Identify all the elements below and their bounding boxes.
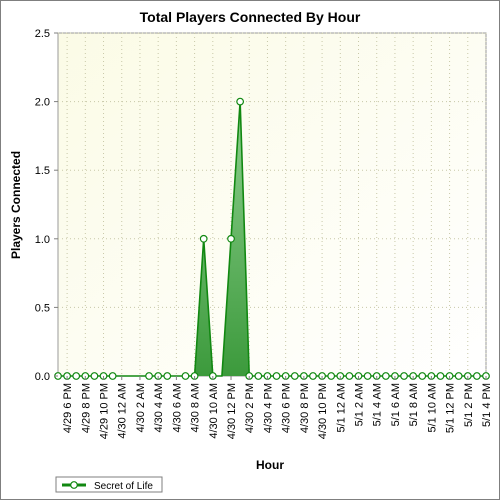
x-tick-label: 5/1 12 PM <box>445 383 457 433</box>
data-point-marker <box>236 97 245 106</box>
y-tick-label: 0.0 <box>35 371 50 383</box>
data-point-marker <box>418 372 427 380</box>
legend-box <box>55 476 163 493</box>
data-point-marker <box>436 372 445 380</box>
data-point-marker <box>108 372 117 380</box>
x-tick-label: 4/29 10 PM <box>99 383 111 439</box>
x-tick-label: 4/30 8 AM <box>190 383 202 433</box>
data-point-marker <box>381 372 390 380</box>
data-point-marker <box>345 372 354 380</box>
data-point-marker <box>272 372 281 380</box>
data-point-marker <box>290 372 299 380</box>
x-tick-label: 4/30 4 PM <box>262 383 274 433</box>
x-tick-label: 4/30 2 PM <box>244 383 256 433</box>
data-point-marker <box>363 372 372 380</box>
data-point-marker <box>254 372 263 380</box>
x-tick-label: 5/1 4 PM <box>481 383 493 427</box>
x-tick-label: 4/29 8 PM <box>80 383 92 433</box>
y-tick-label: 1.0 <box>35 234 50 246</box>
x-tick-label: 5/1 10 AM <box>426 383 438 433</box>
data-point-marker <box>163 372 172 380</box>
x-axis-title: Hour <box>256 458 284 472</box>
data-point-marker <box>327 372 336 380</box>
x-tick-label: 4/30 4 AM <box>153 383 165 433</box>
x-axis-ticks: 4/29 6 PM 4/29 8 PM 4/29 10 PM 4/30 12 AM 4/… <box>62 376 493 439</box>
data-point-marker <box>400 372 408 380</box>
legend-label-secret-of-life: Secret of Life <box>94 481 153 492</box>
x-tick-label: 5/1 12 AM <box>335 383 347 433</box>
data-point-marker <box>309 372 317 380</box>
x-tick-label: 5/1 2 PM <box>463 383 475 427</box>
x-tick-label: 5/1 6 AM <box>390 383 402 426</box>
y-tick-label: 1.5 <box>35 165 50 177</box>
x-tick-label: 4/30 8 PM <box>299 383 311 433</box>
x-tick-label: 5/1 2 AM <box>354 383 366 426</box>
x-tick-label: 4/30 6 AM <box>171 383 183 433</box>
gridlines <box>58 32 487 376</box>
data-point-marker <box>145 372 153 380</box>
legend: Secret of Life <box>55 476 163 493</box>
x-tick-label: 5/1 8 AM <box>408 383 420 426</box>
data-point-marker <box>472 372 481 380</box>
x-tick-label: 5/1 4 AM <box>372 383 384 426</box>
y-axis-title: Players Connected <box>9 151 23 259</box>
y-tick-label: 0.5 <box>35 302 50 314</box>
data-point-marker <box>454 372 463 380</box>
plot-area <box>57 32 487 377</box>
y-tick-label: 2.5 <box>35 28 50 40</box>
chart-title: Total Players Connected By Hour <box>140 9 361 25</box>
x-tick-label: 4/30 6 PM <box>281 383 293 433</box>
data-point-marker <box>227 234 235 243</box>
data-point-marker <box>72 372 81 380</box>
x-tick-label: 4/30 12 PM <box>226 383 238 439</box>
x-tick-label: 4/29 6 PM <box>62 383 74 433</box>
x-tick-label: 4/30 2 AM <box>135 383 147 433</box>
x-tick-label: 4/30 10 AM <box>208 383 220 439</box>
data-point-marker <box>199 234 208 243</box>
x-tick-label: 4/30 10 PM <box>317 383 329 439</box>
y-tick-label: 2.0 <box>35 97 50 109</box>
data-point-marker <box>181 372 190 380</box>
data-point-marker <box>90 372 99 380</box>
y-axis-ticks: 0.0 0.5 1.0 1.5 2.0 2.5 <box>35 28 58 383</box>
x-tick-label: 4/30 12 AM <box>117 383 129 439</box>
legend-swatch-marker <box>70 481 78 489</box>
